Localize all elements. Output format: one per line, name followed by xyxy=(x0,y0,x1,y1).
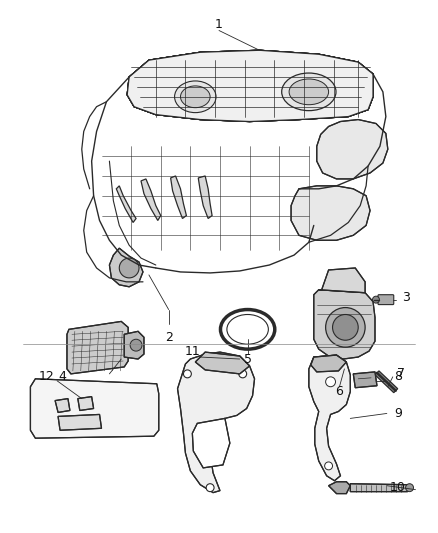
Polygon shape xyxy=(171,176,187,219)
Polygon shape xyxy=(192,418,230,468)
Polygon shape xyxy=(317,119,388,179)
Circle shape xyxy=(325,308,365,347)
Polygon shape xyxy=(198,176,212,219)
Polygon shape xyxy=(127,50,373,122)
Polygon shape xyxy=(375,371,398,393)
Polygon shape xyxy=(78,397,94,410)
Circle shape xyxy=(325,462,332,470)
Ellipse shape xyxy=(282,73,336,111)
Polygon shape xyxy=(195,352,250,374)
Text: 10: 10 xyxy=(390,481,406,494)
Polygon shape xyxy=(58,415,102,430)
Ellipse shape xyxy=(175,81,216,112)
Polygon shape xyxy=(141,179,161,221)
Text: 9: 9 xyxy=(394,407,402,420)
Text: 3: 3 xyxy=(402,291,410,304)
Polygon shape xyxy=(311,355,346,372)
Ellipse shape xyxy=(180,86,210,108)
Text: 8: 8 xyxy=(394,370,402,383)
Polygon shape xyxy=(328,482,350,494)
Text: 7: 7 xyxy=(397,367,405,381)
Text: 4: 4 xyxy=(58,370,66,383)
Ellipse shape xyxy=(289,79,328,104)
Polygon shape xyxy=(350,484,408,491)
Polygon shape xyxy=(127,50,373,122)
Polygon shape xyxy=(124,332,144,359)
Polygon shape xyxy=(177,352,254,492)
Polygon shape xyxy=(30,379,159,438)
Text: 12: 12 xyxy=(39,370,54,383)
Polygon shape xyxy=(127,50,373,122)
Circle shape xyxy=(325,377,336,387)
Circle shape xyxy=(373,296,379,303)
Polygon shape xyxy=(127,50,373,122)
Text: 5: 5 xyxy=(244,352,252,366)
Polygon shape xyxy=(117,186,136,222)
Circle shape xyxy=(119,258,139,278)
Text: 11: 11 xyxy=(184,345,200,358)
Polygon shape xyxy=(127,50,373,122)
Polygon shape xyxy=(110,248,143,287)
Circle shape xyxy=(332,314,358,340)
Circle shape xyxy=(239,370,247,378)
Text: 6: 6 xyxy=(336,385,343,398)
Circle shape xyxy=(406,484,413,491)
Circle shape xyxy=(184,370,191,378)
Polygon shape xyxy=(55,399,70,413)
Polygon shape xyxy=(353,372,377,387)
FancyBboxPatch shape xyxy=(378,295,394,304)
Circle shape xyxy=(206,484,214,491)
Text: 1: 1 xyxy=(215,18,223,31)
Polygon shape xyxy=(319,268,365,293)
Polygon shape xyxy=(309,355,350,481)
Polygon shape xyxy=(127,50,373,122)
Polygon shape xyxy=(314,290,375,359)
Text: 2: 2 xyxy=(165,331,173,344)
Polygon shape xyxy=(291,186,370,240)
Polygon shape xyxy=(67,321,128,374)
Circle shape xyxy=(130,339,142,351)
Polygon shape xyxy=(127,50,373,122)
